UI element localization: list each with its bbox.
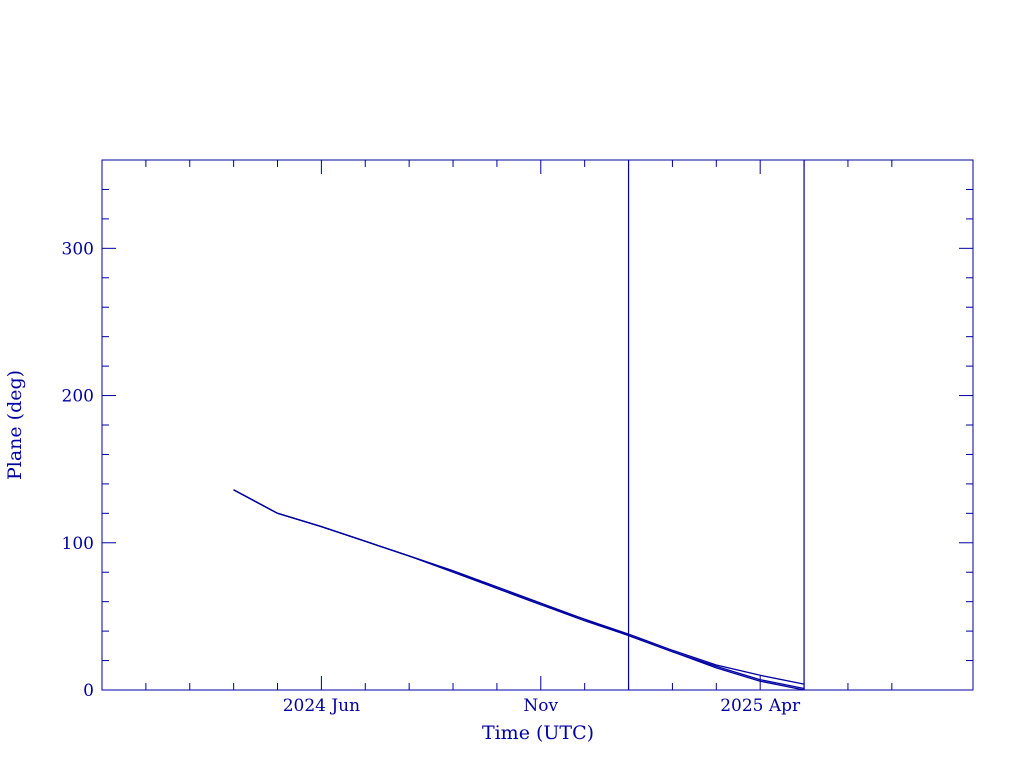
y-tick-label: 0 <box>83 681 94 701</box>
plot-frame <box>101 159 974 691</box>
y-tick-label: 100 <box>62 534 94 554</box>
x-tick-label: 2024 Jun <box>283 696 360 716</box>
x-tick-label: Nov <box>523 696 558 716</box>
data-line <box>233 489 805 685</box>
y-tick-label: 200 <box>62 387 94 407</box>
data-line <box>233 489 805 691</box>
data-line <box>233 489 805 690</box>
x-tick-label: 2025 Apr <box>720 696 801 716</box>
x-axis-title: Time (UTC) <box>482 722 594 744</box>
y-axis-title: Plane (deg) <box>4 370 26 480</box>
y-tick-label: 300 <box>62 239 94 259</box>
